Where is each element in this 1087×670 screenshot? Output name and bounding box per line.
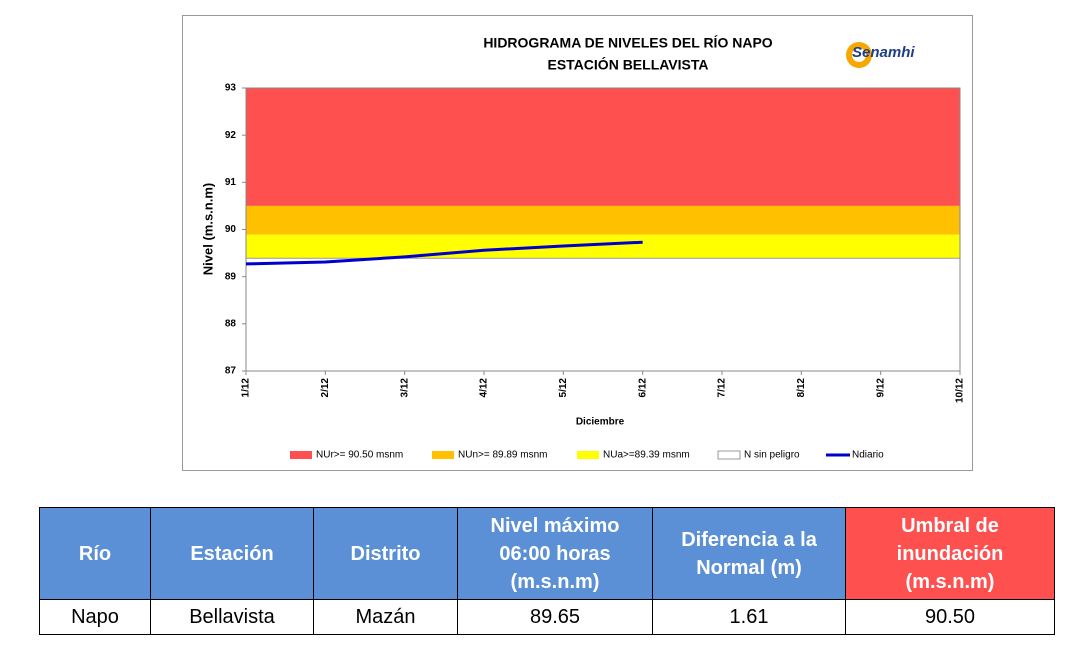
legend-label: Ndiario (852, 450, 884, 461)
chart-title: HIDROGRAMA DE NIVELES DEL RÍO NAPO (483, 35, 772, 51)
y-tick-label: 92 (225, 130, 237, 141)
x-tick-label: 6/12 (637, 378, 648, 398)
x-axis-label: Diciembre (576, 417, 625, 428)
header-cell: Diferencia a la Normal (m) (652, 507, 846, 600)
legend-label: N sin peligro (744, 450, 800, 461)
cell: 89.65 (457, 599, 653, 635)
chart: HIDROGRAMA DE NIVELES DEL RÍO NAPO ESTAC… (182, 15, 973, 471)
y-tick-label: 89 (225, 271, 237, 282)
x-tick-label: 2/12 (320, 378, 331, 398)
data-row: Napo Bellavista Mazán 89.65 1.61 90.50 (39, 599, 1055, 635)
y-tick-label: 87 (225, 366, 237, 377)
legend-label: NUa>=89.39 msnm (603, 450, 690, 461)
x-tick-label: 9/12 (875, 378, 886, 398)
y-axis-label: Nivel (m.s.n.m) (200, 183, 215, 275)
legend-label: NUr>= 90.50 msnm (316, 450, 403, 461)
cell: 1.61 (652, 599, 846, 635)
y-tick-label: 91 (225, 177, 237, 188)
x-tick-label: 8/12 (796, 378, 807, 398)
header-cell: Nivel máximo 06:00 horas (m.s.n.m) (457, 507, 653, 600)
x-tick-label: 1/12 (241, 378, 252, 398)
chart-subtitle: ESTACIÓN BELLAVISTA (548, 56, 709, 73)
header-cell: Río (39, 507, 151, 600)
header-cell: Umbral de inundación (m.s.n.m) (845, 507, 1055, 600)
x-tick-label: 5/12 (558, 378, 569, 398)
legend-swatch (432, 451, 454, 459)
header-cell: Distrito (313, 507, 458, 600)
y-tick-label: 88 (225, 318, 237, 329)
x-tick-label: 4/12 (479, 378, 490, 398)
legend-label: NUn>= 89.89 msnm (458, 450, 548, 461)
logo-sun-core (852, 48, 866, 62)
x-tick-label: 10/12 (955, 378, 966, 403)
x-tick-label: 7/12 (717, 378, 728, 398)
data-table: Río Estación Distrito Nivel máximo 06:00… (39, 507, 1055, 635)
legend-swatch (717, 450, 741, 460)
header-cell: Estación (150, 507, 314, 600)
cell: 90.50 (845, 599, 1055, 635)
y-tick-label: 90 (225, 224, 237, 235)
y-tick-label: 93 (225, 83, 237, 94)
logo: Senamhi (846, 42, 915, 68)
threshold-band (246, 234, 960, 259)
threshold-band (246, 205, 960, 235)
x-tick-label: 3/12 (399, 378, 410, 398)
legend-swatch (577, 451, 599, 459)
cell: Mazán (313, 599, 458, 635)
header-row: Río Estación Distrito Nivel máximo 06:00… (39, 507, 1055, 600)
data-line (245, 240, 643, 266)
cell: Bellavista (150, 599, 314, 635)
threshold-band (246, 88, 960, 206)
cell: Napo (39, 599, 151, 635)
logo-text: Senamhi (852, 44, 915, 61)
legend-swatch (290, 451, 312, 459)
